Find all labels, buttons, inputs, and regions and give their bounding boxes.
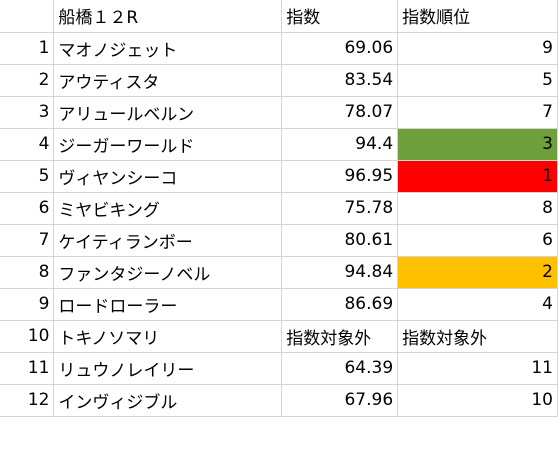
- index-value-cell[interactable]: 80.61: [281, 224, 399, 257]
- index-value-cell[interactable]: 96.95: [281, 160, 399, 193]
- rank-value-cell[interactable]: 1: [397, 160, 558, 193]
- horse-name-cell[interactable]: マオノジェット: [53, 32, 283, 65]
- rank-value-cell[interactable]: 5: [397, 64, 558, 97]
- rank-value-cell[interactable]: 10: [397, 384, 558, 417]
- rank-value-cell[interactable]: 指数対象外: [397, 320, 558, 353]
- table-row: 9 ロードローラー 86.69 4: [0, 288, 558, 321]
- horse-name-cell[interactable]: ファンタジーノベル: [53, 256, 283, 289]
- spreadsheet-grid: 船橋１２R 指数 指数順位 1 マオノジェット 69.06 9 2 アウティスタ 83.54…: [0, 0, 558, 417]
- index-value-cell[interactable]: 78.07: [281, 96, 399, 129]
- horse-name-cell[interactable]: リュウノレイリー: [53, 352, 283, 385]
- rank-value-cell[interactable]: 2: [397, 256, 558, 289]
- row-number-cell[interactable]: 5: [0, 160, 55, 193]
- table-row: 3 アリュールベルン 78.07 7: [0, 96, 558, 129]
- table-row: 4 ジーガーワールド 94.4 3: [0, 128, 558, 161]
- horse-name-cell[interactable]: ジーガーワールド: [53, 128, 283, 161]
- row-number-cell[interactable]: 7: [0, 224, 55, 257]
- row-number-cell[interactable]: 3: [0, 96, 55, 129]
- table-row: 7 ケイティランボー 80.61 6: [0, 224, 558, 257]
- row-number-cell[interactable]: 2: [0, 64, 55, 97]
- index-value-cell[interactable]: 69.06: [281, 32, 399, 65]
- row-number-cell[interactable]: 8: [0, 256, 55, 289]
- row-number-cell[interactable]: 11: [0, 352, 55, 385]
- rank-value-cell[interactable]: 7: [397, 96, 558, 129]
- index-header-cell[interactable]: 指数: [281, 0, 399, 33]
- table-row: 8 ファンタジーノベル 94.84 2: [0, 256, 558, 289]
- row-number-cell[interactable]: 4: [0, 128, 55, 161]
- table-row: 2 アウティスタ 83.54 5: [0, 64, 558, 97]
- rank-header-cell[interactable]: 指数順位: [397, 0, 558, 33]
- index-value-cell[interactable]: 指数対象外: [281, 320, 399, 353]
- rank-value-cell[interactable]: 3: [397, 128, 558, 161]
- rank-value-cell[interactable]: 8: [397, 192, 558, 225]
- horse-name-cell[interactable]: アウティスタ: [53, 64, 283, 97]
- table-row: 11 リュウノレイリー 64.39 11: [0, 352, 558, 385]
- index-value-cell[interactable]: 94.4: [281, 128, 399, 161]
- row-number-cell[interactable]: 10: [0, 320, 55, 353]
- horse-name-cell[interactable]: インヴィジブル: [53, 384, 283, 417]
- rank-value-cell[interactable]: 9: [397, 32, 558, 65]
- row-number-cell[interactable]: 12: [0, 384, 55, 417]
- table-row: 12 インヴィジブル 67.96 10: [0, 384, 558, 417]
- index-value-cell[interactable]: 75.78: [281, 192, 399, 225]
- rank-value-cell[interactable]: 4: [397, 288, 558, 321]
- row-number-cell[interactable]: 1: [0, 32, 55, 65]
- table-row: 10 トキノソマリ 指数対象外 指数対象外: [0, 320, 558, 353]
- horse-name-cell[interactable]: トキノソマリ: [53, 320, 283, 353]
- horse-name-cell[interactable]: ヴィヤンシーコ: [53, 160, 283, 193]
- row-number-cell[interactable]: 6: [0, 192, 55, 225]
- horse-name-cell[interactable]: ケイティランボー: [53, 224, 283, 257]
- horse-name-cell[interactable]: アリュールベルン: [53, 96, 283, 129]
- horse-name-cell[interactable]: ロードローラー: [53, 288, 283, 321]
- index-value-cell[interactable]: 64.39: [281, 352, 399, 385]
- header-row: 船橋１２R 指数 指数順位: [0, 0, 558, 33]
- row-number-cell[interactable]: 9: [0, 288, 55, 321]
- race-title-cell[interactable]: 船橋１２R: [53, 0, 283, 33]
- table-row: 6 ミヤビキング 75.78 8: [0, 192, 558, 225]
- index-value-cell[interactable]: 83.54: [281, 64, 399, 97]
- rank-value-cell[interactable]: 11: [397, 352, 558, 385]
- index-value-cell[interactable]: 67.96: [281, 384, 399, 417]
- table-row: 1 マオノジェット 69.06 9: [0, 32, 558, 65]
- row-number-cell[interactable]: [0, 0, 55, 33]
- index-value-cell[interactable]: 94.84: [281, 256, 399, 289]
- table-row: 5 ヴィヤンシーコ 96.95 1: [0, 160, 558, 193]
- index-value-cell[interactable]: 86.69: [281, 288, 399, 321]
- horse-name-cell[interactable]: ミヤビキング: [53, 192, 283, 225]
- rank-value-cell[interactable]: 6: [397, 224, 558, 257]
